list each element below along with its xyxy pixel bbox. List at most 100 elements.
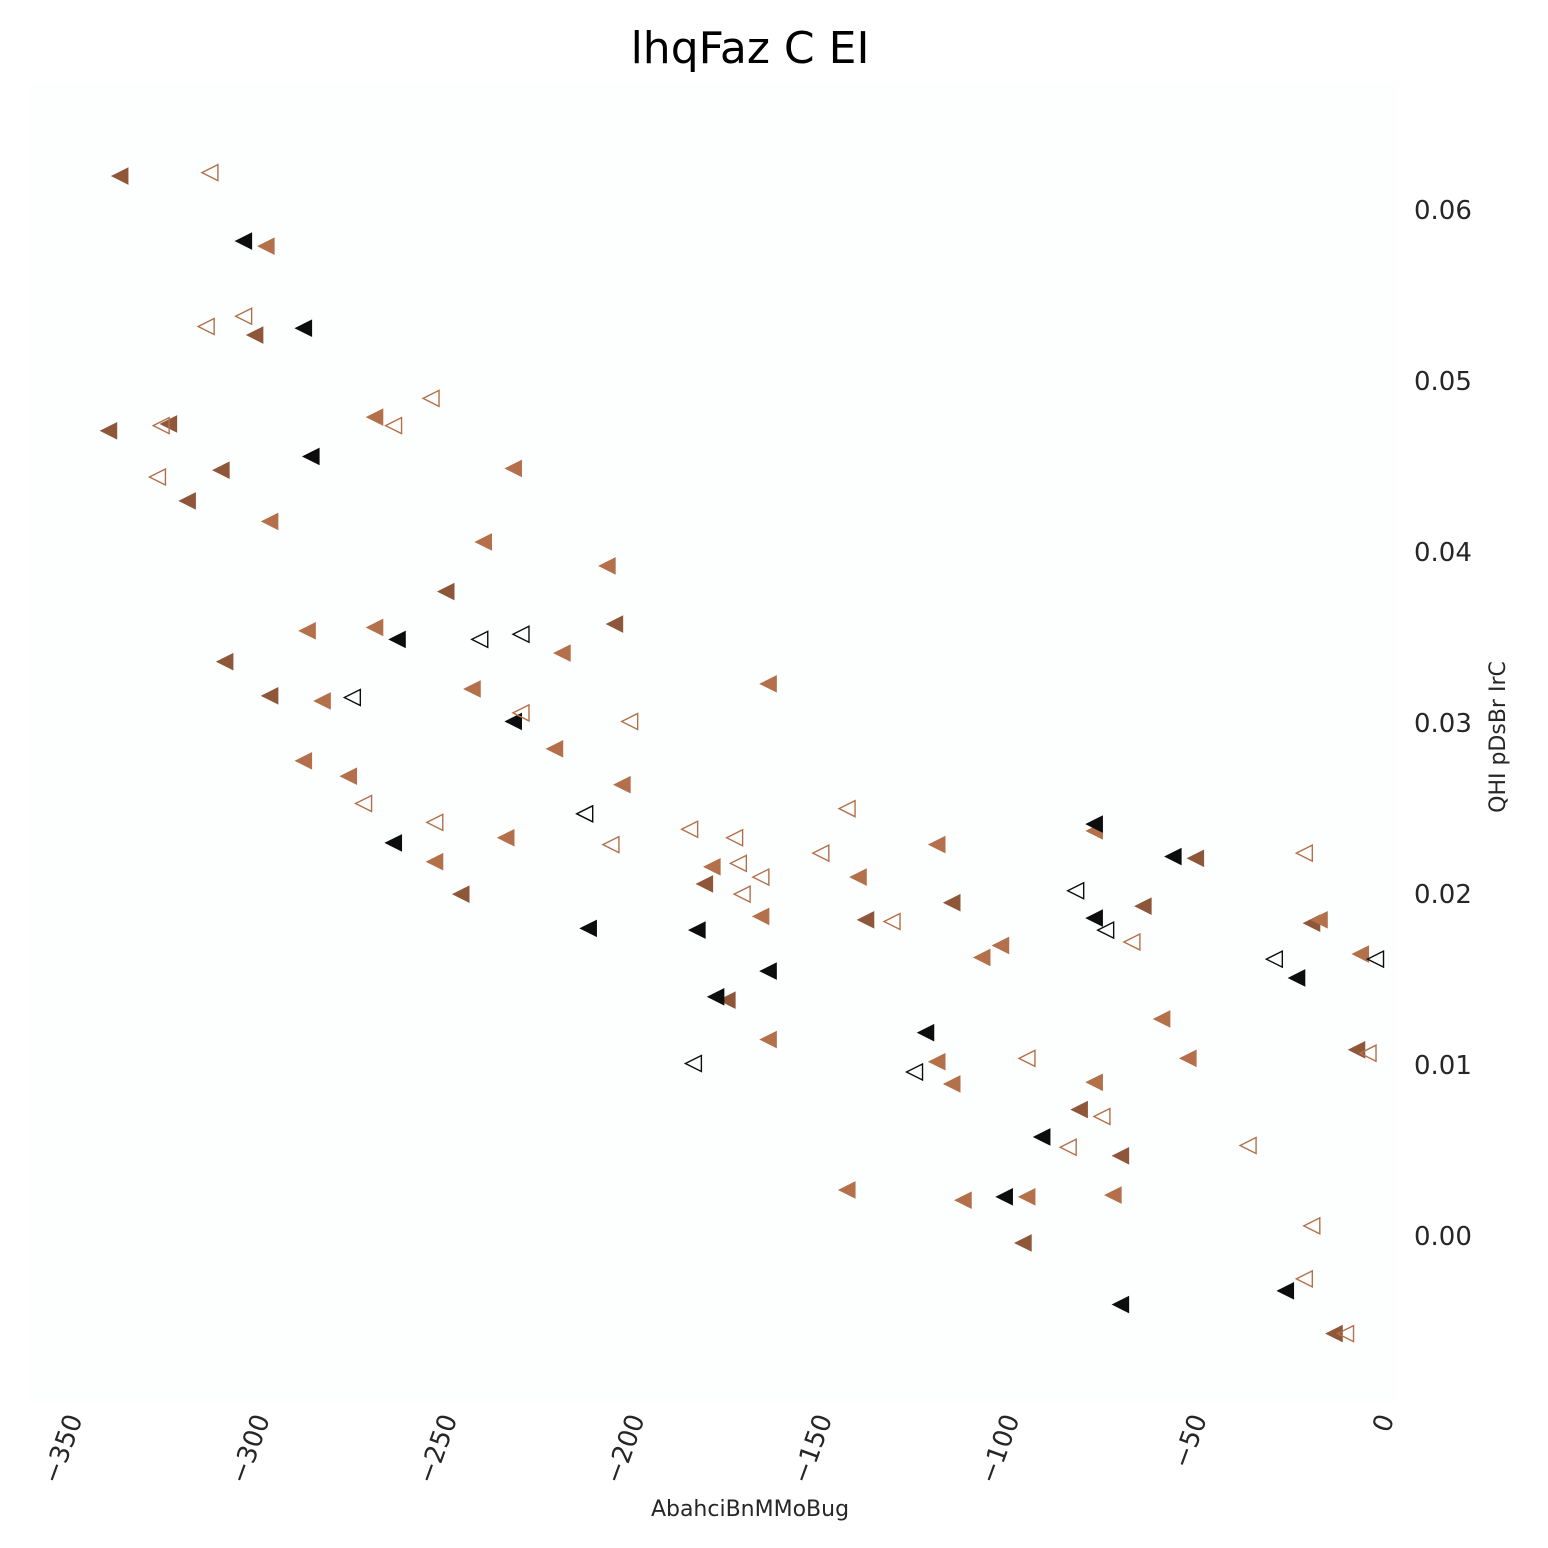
x-tick-label: −150 [786, 1410, 839, 1487]
data-point-s1-17 [496, 828, 515, 847]
data-point-s0-4 [178, 492, 196, 510]
data-point-s2-9 [759, 962, 777, 980]
data-point-s1-28 [1085, 1073, 1103, 1092]
data-point-s4-1 [470, 630, 489, 649]
data-point-s3-22 [1092, 1107, 1111, 1126]
data-point-s1-26 [942, 1075, 961, 1093]
data-point-s1-16 [425, 852, 444, 871]
x-tick-label: 0 [1367, 1410, 1401, 1436]
data-point-s0-18 [1111, 1146, 1130, 1165]
data-point-s3-24 [1238, 1136, 1257, 1155]
data-point-s1-34 [954, 1191, 972, 1210]
data-point-s0-9 [605, 615, 624, 633]
data-point-s0-11 [695, 875, 714, 893]
data-point-s3-11 [601, 835, 620, 854]
data-point-s3-10 [425, 813, 444, 832]
data-point-s0-7 [260, 687, 279, 705]
data-point-s0-5 [245, 326, 264, 344]
chart-title: lhqFaz C EI [631, 23, 870, 74]
data-point-s0-20 [856, 911, 875, 929]
x-tick-label: −200 [599, 1410, 652, 1487]
data-point-s1-22 [759, 1030, 777, 1049]
data-point-s2-8 [706, 987, 725, 1006]
data-point-s0-21 [1325, 1324, 1343, 1343]
y-tick-label: 0.05 [1414, 367, 1472, 397]
data-point-s3-18 [837, 799, 856, 818]
data-point-s1-9 [313, 692, 331, 710]
data-point-s1-11 [759, 675, 777, 693]
data-point-s1-31 [1351, 945, 1370, 963]
data-point-s3-12 [680, 820, 699, 839]
data-point-s0-15 [1186, 849, 1205, 868]
data-point-s0-1 [99, 421, 118, 440]
y-tick-label: 0.02 [1414, 880, 1472, 910]
data-point-s3-3 [421, 389, 440, 408]
x-tick-label: −350 [37, 1410, 90, 1487]
data-point-s0-19 [1014, 1234, 1032, 1252]
data-point-s0-14 [1134, 897, 1152, 915]
data-point-s1-0 [257, 237, 275, 255]
data-point-s4-5 [904, 1062, 924, 1082]
y-tick-label: 0.06 [1414, 196, 1472, 226]
y-tick-label: 0.00 [1414, 1222, 1472, 1252]
data-point-s1-20 [849, 868, 867, 886]
data-point-s2-4 [504, 712, 522, 731]
x-tick-label: −50 [1167, 1410, 1214, 1472]
data-point-s3-23 [1058, 1138, 1077, 1157]
data-point-s4-7 [1096, 920, 1115, 940]
x-tick-label: −250 [412, 1410, 465, 1487]
data-point-s0-8 [436, 582, 455, 601]
data-point-s1-30 [1178, 1049, 1197, 1068]
data-point-s3-26 [1358, 1044, 1377, 1063]
data-point-s3-27 [1302, 1216, 1321, 1236]
data-point-s1-5 [598, 557, 616, 575]
data-point-s2-7 [688, 921, 706, 939]
data-point-s1-18 [703, 858, 721, 876]
data-point-s0-13 [942, 893, 961, 912]
data-point-s2-11 [1085, 815, 1103, 833]
data-point-s3-5 [383, 416, 403, 435]
data-point-s3-17 [811, 844, 830, 863]
data-point-s1-29 [1152, 1010, 1171, 1028]
data-point-s1-3 [504, 459, 522, 478]
data-point-s2-14 [1287, 969, 1306, 987]
data-point-s0-22 [1070, 1100, 1088, 1119]
y-axis-label: QHI pDsBr IrC [1486, 661, 1511, 813]
data-point-s2-6 [579, 919, 597, 938]
data-point-s2-17 [1111, 1295, 1130, 1314]
data-point-s3-21 [1122, 932, 1141, 952]
data-point-s1-25 [927, 1052, 946, 1071]
data-point-s3-28 [1294, 1269, 1314, 1289]
y-tick-label: 0.01 [1414, 1051, 1472, 1081]
data-point-s0-12 [717, 991, 736, 1009]
y-tick-label: 0.04 [1414, 538, 1472, 568]
data-point-s4-9 [1365, 950, 1385, 969]
data-point-s3-13 [725, 828, 744, 847]
data-point-s1-35 [1017, 1188, 1036, 1206]
data-point-s2-15 [1032, 1128, 1051, 1146]
data-point-s1-12 [294, 751, 313, 770]
data-point-s0-10 [451, 885, 470, 903]
y-tick-label: 0.03 [1414, 709, 1472, 739]
data-point-s4-8 [1264, 950, 1284, 969]
data-points [99, 163, 1385, 1343]
data-point-s1-6 [298, 622, 316, 640]
data-point-s1-14 [545, 740, 564, 758]
data-point-s3-25 [1294, 844, 1314, 863]
data-point-s4-4 [683, 1054, 703, 1073]
data-point-s1-33 [837, 1181, 856, 1199]
data-point-s1-13 [339, 767, 358, 786]
data-point-s1-19 [751, 907, 770, 926]
data-point-s3-9 [354, 794, 373, 813]
data-point-s2-1 [294, 319, 313, 338]
data-point-s3-14 [728, 854, 748, 873]
x-tick-label: −300 [224, 1410, 277, 1487]
data-point-s3-7 [511, 703, 530, 723]
data-point-s2-12 [1085, 909, 1103, 927]
data-point-s3-6 [147, 467, 167, 487]
data-point-s1-15 [613, 775, 631, 794]
data-point-s2-5 [384, 834, 403, 852]
y-axis-ticks: 0.00 0.01 0.02 0.03 0.04 0.05 0.06 [1414, 196, 1472, 1252]
data-point-s0-0 [110, 167, 129, 185]
data-point-s4-6 [1066, 881, 1085, 900]
